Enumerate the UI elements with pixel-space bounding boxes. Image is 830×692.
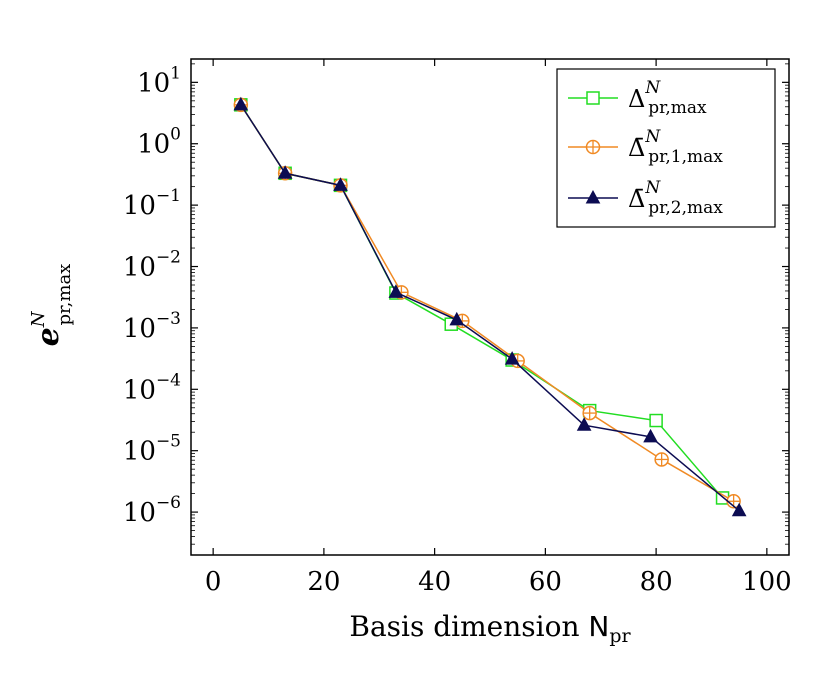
data-point-triangle	[585, 189, 601, 204]
y-tick-base: 10	[123, 375, 156, 405]
legend-label-sub: pr,max	[648, 98, 707, 118]
y-tick-exponent: −6	[156, 493, 181, 513]
y-tick-exponent: 1	[170, 63, 181, 83]
y-axis-title-sub: pr,max	[54, 264, 75, 326]
y-tick-base: 10	[123, 314, 156, 344]
y-tick-label: 10−5	[123, 432, 181, 467]
legend-label: Δ̄N pr,2,max	[628, 178, 723, 218]
y-tick-exponent: −5	[156, 432, 181, 452]
series-3	[233, 96, 747, 517]
legend-entry-2: Δ̄N pr,1,max	[568, 127, 723, 167]
y-tick-label: 10−2	[123, 248, 181, 283]
legend-label-sub: pr,2,max	[648, 198, 723, 218]
data-point-circle-plus	[585, 139, 601, 155]
legend-label-sub: pr,1,max	[648, 147, 723, 167]
y-axis-title-main: e	[31, 327, 66, 346]
y-tick-base: 10	[137, 130, 170, 160]
data-point-circle-plus	[582, 405, 597, 421]
x-axis-ticks: 0 20 40 60 80 100	[205, 59, 792, 597]
legend-entry-1: ΔN pr,max	[568, 78, 707, 118]
y-tick-label: 10−4	[123, 370, 181, 405]
data-point-triangle	[643, 428, 658, 443]
x-tick-label: 40	[418, 567, 451, 597]
data-point-triangle	[233, 96, 249, 111]
data-point-square	[649, 413, 663, 428]
data-point-triangle	[449, 311, 465, 326]
y-axis-title-sup: N	[28, 310, 49, 328]
data-point-triangle	[333, 177, 348, 191]
y-tick-label: 10−1	[123, 186, 181, 221]
legend-label-sup: N	[644, 78, 661, 98]
data-point-triangle	[731, 502, 747, 517]
y-tick-base: 10	[123, 191, 156, 221]
y-tick-exponent: 0	[170, 125, 181, 145]
legend-label-sup: N	[644, 178, 661, 198]
x-tick-label: 60	[529, 567, 562, 597]
x-tick-label: 80	[640, 567, 673, 597]
data-point-circle-plus	[654, 452, 669, 467]
legend-label-main: Δ	[628, 85, 645, 113]
y-tick-base: 10	[123, 498, 156, 528]
plot-frame	[190, 58, 790, 556]
y-tick-label: 10−3	[123, 309, 181, 344]
x-tick-label: 20	[307, 567, 340, 597]
y-tick-label: 101	[137, 63, 181, 98]
data-point-square	[586, 91, 600, 105]
legend-label: ΔN pr,max	[628, 78, 707, 118]
x-tick-label: 0	[205, 567, 222, 597]
y-tick-label: 100	[137, 125, 181, 160]
y-tick-exponent: −1	[156, 186, 181, 206]
data-point-triangle	[576, 417, 592, 431]
legend-label-main: Δ̄	[628, 134, 645, 162]
y-tick-base: 10	[137, 68, 170, 98]
y-tick-exponent: −3	[156, 309, 181, 329]
y-tick-base: 10	[123, 253, 156, 283]
y-tick-label: 10−6	[123, 493, 181, 528]
series-layer	[233, 96, 747, 517]
x-tick-label: 100	[742, 567, 792, 597]
x-axis-title-main: Basis dimension	[349, 610, 588, 643]
data-point-triangle	[504, 351, 520, 365]
y-tick-base: 10	[123, 437, 156, 467]
legend-label-sup: N	[644, 127, 661, 147]
y-tick-exponent: −2	[156, 248, 181, 268]
legend-entry-3: Δ̄N pr,2,max	[568, 178, 723, 218]
legend-label: Δ̄N pr,1,max	[628, 127, 723, 167]
y-tick-exponent: −4	[156, 370, 181, 390]
data-point-triangle	[277, 165, 293, 179]
legend-label-main: Δ̄	[628, 185, 645, 213]
x-axis-title-symbol: N	[588, 610, 609, 643]
y-axis-title: eN pr,max	[28, 264, 75, 347]
x-axis-title: Basis dimension Npr	[349, 610, 631, 647]
x-axis-title-sub: pr	[609, 625, 631, 647]
data-point-triangle	[388, 284, 404, 298]
